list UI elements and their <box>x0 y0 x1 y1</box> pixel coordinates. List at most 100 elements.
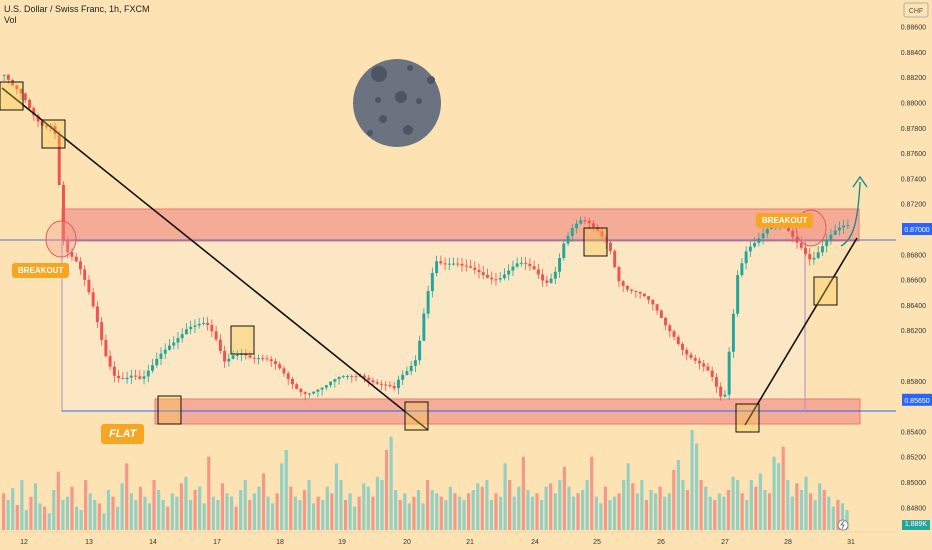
volume-bar <box>43 506 47 530</box>
candle-body <box>341 376 345 378</box>
candle-body <box>528 263 532 267</box>
candle-body <box>295 384 299 389</box>
candle-body <box>197 323 201 326</box>
price-tick-label: 0.85400 <box>901 429 926 436</box>
candle-body <box>515 263 519 267</box>
volume-bar <box>129 493 133 530</box>
candle-body <box>579 220 583 224</box>
volume-bar <box>394 490 398 530</box>
settings-icon[interactable] <box>837 519 849 531</box>
candle-body <box>621 281 625 287</box>
candle-body <box>562 243 566 259</box>
volume-bar <box>480 486 484 530</box>
volume-bar <box>280 463 284 530</box>
volume-bar <box>302 490 307 530</box>
volume-bar <box>503 463 507 530</box>
volume-bar <box>398 500 402 530</box>
volume-bar <box>384 450 389 530</box>
volume-bar <box>476 483 480 530</box>
flat-label: FLAT <box>101 424 145 444</box>
candle-body <box>575 223 579 229</box>
volume-bar <box>102 513 106 530</box>
time-tick-label: 12 <box>20 539 28 546</box>
volume-bar <box>134 500 138 530</box>
price-tick-label: 0.85200 <box>901 455 926 462</box>
volume-bar <box>663 496 667 530</box>
candle-body <box>218 339 222 351</box>
price-tick-label: 0.88400 <box>901 50 926 57</box>
volume-bar <box>731 476 735 530</box>
candle-body <box>799 242 803 248</box>
volume-bar <box>416 490 421 530</box>
volume-bar <box>220 483 225 530</box>
volume-bar <box>640 480 644 530</box>
volume-bar <box>704 486 708 530</box>
volume-bar <box>93 500 97 530</box>
candle-body <box>379 383 383 385</box>
candle-body <box>15 85 19 90</box>
breakout-label-right: BREAKOUT <box>756 213 814 228</box>
volume-bar <box>143 496 147 530</box>
volume-bar <box>749 480 753 530</box>
candle-body <box>214 331 218 340</box>
candle-body <box>566 235 570 244</box>
candle-body <box>290 378 294 385</box>
volume-bar <box>161 500 165 530</box>
candle-body <box>66 240 70 253</box>
price-label-text: 0.87000 <box>904 227 929 234</box>
candle-body <box>74 256 78 262</box>
candle-body <box>502 274 506 279</box>
candle-body <box>820 246 824 253</box>
candle-body <box>172 342 176 346</box>
volume-bar <box>239 490 243 530</box>
volume-bar <box>88 493 92 530</box>
volume-bar <box>653 493 658 530</box>
volume-bars <box>2 430 849 530</box>
volume-bar <box>47 513 51 530</box>
candle-body <box>668 325 672 332</box>
candle-body <box>83 269 87 280</box>
volume-bar <box>590 456 594 530</box>
volume-bar <box>840 503 845 530</box>
volume-bar <box>553 493 557 530</box>
candle-body <box>278 364 282 369</box>
volume-bar <box>225 493 229 530</box>
volume-bar <box>97 503 101 530</box>
price-tick-label: 0.87600 <box>901 151 926 158</box>
candle-body <box>655 304 659 311</box>
time-tick-label: 28 <box>784 539 792 546</box>
candle-body <box>753 242 757 247</box>
volume-bar <box>658 486 662 530</box>
volume-bar <box>740 493 744 530</box>
volume-bar <box>371 496 375 530</box>
candle-body <box>95 306 99 323</box>
candle-body <box>269 359 273 362</box>
time-tick-label: 31 <box>847 539 855 546</box>
volume-bar <box>33 483 38 530</box>
price-label-box <box>902 393 932 406</box>
candle-body <box>604 236 608 243</box>
candle-body <box>507 270 511 275</box>
volume-bar <box>430 490 434 530</box>
candle-body <box>231 355 235 359</box>
symbol-title[interactable]: U.S. Dollar / Swiss Franc, 1h, FXCM <box>4 4 150 14</box>
volume-bar <box>20 480 24 530</box>
candle-body <box>812 257 816 260</box>
candle-body <box>719 386 723 397</box>
volume-bar <box>681 480 685 530</box>
candle-body <box>808 254 812 260</box>
volume-bar <box>795 483 799 530</box>
candle-body <box>481 272 485 275</box>
candle-body <box>100 322 104 340</box>
candle-body <box>193 325 197 327</box>
volume-bar <box>457 496 462 530</box>
time-tick-label: 20 <box>403 539 411 546</box>
volume-bar <box>722 496 726 530</box>
volume-bar <box>827 496 831 530</box>
candle-body <box>28 99 32 109</box>
candle-body <box>689 354 693 358</box>
volume-bar <box>818 483 822 530</box>
volume-bar <box>211 496 215 530</box>
volume-bar <box>2 493 6 530</box>
